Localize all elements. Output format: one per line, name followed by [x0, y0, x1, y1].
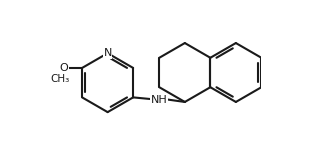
Text: N: N [103, 48, 112, 58]
Text: NH: NH [151, 95, 167, 105]
Text: O: O [60, 63, 68, 73]
Text: CH₃: CH₃ [51, 74, 70, 84]
